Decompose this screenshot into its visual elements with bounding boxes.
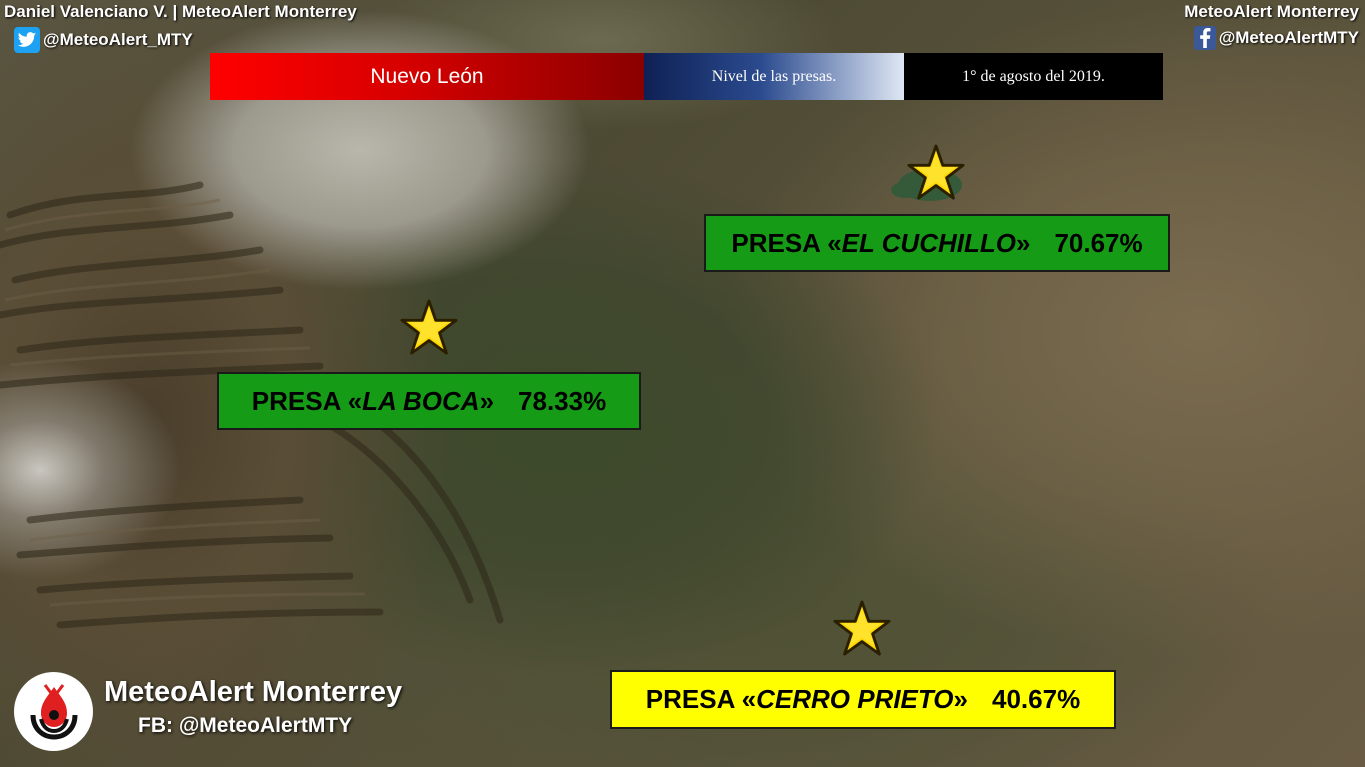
brand-name: MeteoAlert Monterrey bbox=[104, 676, 403, 708]
dam-label-el-cuchillo: PRESA «EL CUCHILLO» 70.67% bbox=[704, 214, 1170, 272]
dam-suffix: » bbox=[1015, 227, 1031, 258]
star-icon bbox=[833, 600, 891, 656]
twitter-handle: @MeteoAlert_MTY bbox=[43, 30, 193, 49]
facebook-credit: @MeteoAlertMTY bbox=[1193, 26, 1359, 50]
brand-footer: MeteoAlert Monterrey FB: @MeteoAlertMTY bbox=[14, 672, 402, 751]
dam-name: CERRO PRIETO bbox=[756, 684, 954, 714]
meteoalert-logo-icon bbox=[14, 672, 93, 751]
header-date: 1° de agosto del 2019. bbox=[904, 53, 1163, 100]
dam-percent: 70.67% bbox=[1054, 227, 1143, 258]
dam-prefix: PRESA « bbox=[731, 227, 842, 258]
author-credit: Daniel Valenciano V. | MeteoAlert Monter… bbox=[4, 2, 357, 21]
dam-percent: 40.67% bbox=[992, 684, 1081, 714]
dam-label-la-boca: PRESA «LA BOCA» 78.33% bbox=[217, 372, 641, 430]
dam-percent: 78.33% bbox=[518, 385, 607, 416]
brand-text: MeteoAlert Monterrey FB: @MeteoAlertMTY bbox=[104, 676, 402, 738]
dam-name: EL CUCHILLO bbox=[841, 227, 1016, 258]
star-icon bbox=[907, 144, 965, 200]
brand-facebook: FB: @MeteoAlertMTY bbox=[138, 714, 353, 737]
header-bar: Nuevo León Nivel de las presas. 1° de ag… bbox=[210, 53, 1163, 100]
facebook-handle: @MeteoAlertMTY bbox=[1218, 28, 1359, 47]
dam-name: LA BOCA bbox=[362, 385, 480, 416]
dam-prefix: PRESA « bbox=[251, 385, 363, 416]
dam-label-cerro-prieto: PRESA «CERRO PRIETO» 40.67% bbox=[610, 670, 1116, 729]
dam-suffix: » bbox=[479, 385, 495, 416]
dam-suffix: » bbox=[953, 684, 968, 714]
twitter-credit: @MeteoAlert_MTY bbox=[14, 27, 193, 53]
dam-prefix: PRESA « bbox=[645, 684, 757, 714]
twitter-icon bbox=[14, 27, 40, 53]
star-icon bbox=[400, 299, 458, 355]
header-region: Nuevo León bbox=[210, 53, 644, 100]
header-topic: Nivel de las presas. bbox=[644, 53, 904, 100]
facebook-icon bbox=[1193, 26, 1216, 50]
brand-credit-right: MeteoAlert Monterrey bbox=[1184, 2, 1359, 21]
